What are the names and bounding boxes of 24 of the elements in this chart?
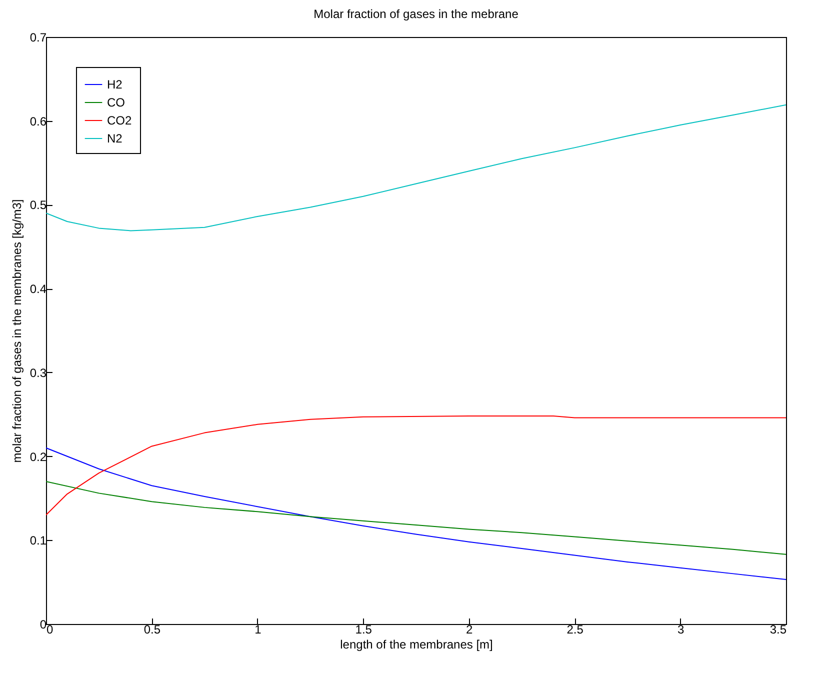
x-axis-title: length of the membranes [m] <box>340 638 493 652</box>
y-tick-label: 0.1 <box>30 534 47 548</box>
y-tick-label: 0.4 <box>30 282 47 296</box>
legend-label: N2 <box>107 132 123 146</box>
y-tick-label: 0.7 <box>30 30 47 44</box>
x-tick-label: 1.5 <box>355 622 372 636</box>
line-series <box>46 447 786 580</box>
legend-label: H2 <box>107 78 123 92</box>
line-series <box>46 480 786 555</box>
y-tick-label: 0.5 <box>30 198 47 212</box>
x-tick-label: 0.5 <box>144 622 161 636</box>
legend-label: CO <box>107 96 125 110</box>
chart-title: Molar fraction of gases in the mebrane <box>314 7 519 21</box>
x-tick-label: 3.5 <box>770 622 787 636</box>
y-axis-title: molar fraction of gases in the membranes [kg/m3] <box>10 199 24 463</box>
line-series <box>46 416 786 516</box>
legend-label: CO2 <box>107 114 132 128</box>
y-tick-label: 0.6 <box>30 114 47 128</box>
x-tick-label: 1 <box>254 622 262 636</box>
x-tick-label: 2.5 <box>566 622 584 636</box>
y-tick-label: 0.3 <box>30 366 47 380</box>
x-tick-label: 3 <box>677 622 684 636</box>
y-tick-label: 0.2 <box>30 450 47 464</box>
x-tick-label: 2 <box>466 622 474 636</box>
